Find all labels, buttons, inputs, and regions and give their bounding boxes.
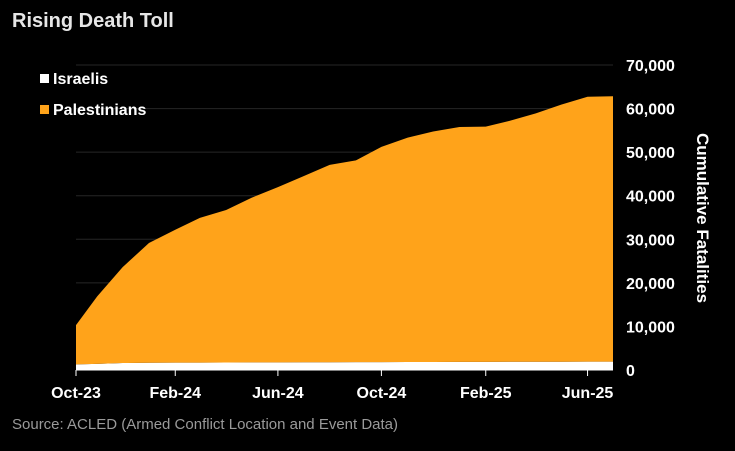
y-tick-label: 10,000 bbox=[626, 319, 675, 336]
area-israelis bbox=[76, 361, 613, 370]
x-tick-label: Jun-25 bbox=[562, 385, 614, 402]
legend-label-palestinians: Palestinians bbox=[53, 102, 146, 119]
chart-title: Rising Death Toll bbox=[12, 10, 174, 32]
y-tick-label: 0 bbox=[626, 363, 635, 380]
legend-label-israelis: Israelis bbox=[53, 71, 108, 88]
legend-swatch-palestinians bbox=[40, 105, 49, 114]
legend: Israelis Palestinians bbox=[40, 71, 146, 119]
x-tick-label: Oct-24 bbox=[357, 385, 407, 402]
series-areas bbox=[76, 96, 613, 370]
x-tick-label: Oct-23 bbox=[51, 385, 101, 402]
area-palestinians bbox=[76, 96, 613, 365]
y-tick-label: 40,000 bbox=[626, 189, 675, 206]
y-tick-label: 70,000 bbox=[626, 58, 675, 75]
x-tick-label: Feb-25 bbox=[460, 385, 512, 402]
x-tick-label: Feb-24 bbox=[149, 385, 201, 402]
x-tick-label: Jun-24 bbox=[252, 385, 304, 402]
y-axis-title: Cumulative Fatalities bbox=[693, 133, 712, 303]
y-tick-label: 20,000 bbox=[626, 276, 675, 293]
y-axis: 0 10,000 20,000 30,000 40,000 50,000 60,000 70,… bbox=[626, 58, 675, 380]
y-tick-label: 30,000 bbox=[626, 232, 675, 249]
source-note: Source: ACLED (Armed Conflict Location a… bbox=[12, 416, 399, 433]
legend-swatch-israelis bbox=[40, 74, 49, 83]
y-tick-label: 50,000 bbox=[626, 145, 675, 162]
y-tick-label: 60,000 bbox=[626, 102, 675, 119]
x-axis: Oct-23 Feb-24 Jun-24 Oct-24 Feb-25 Jun-25 bbox=[51, 369, 614, 402]
